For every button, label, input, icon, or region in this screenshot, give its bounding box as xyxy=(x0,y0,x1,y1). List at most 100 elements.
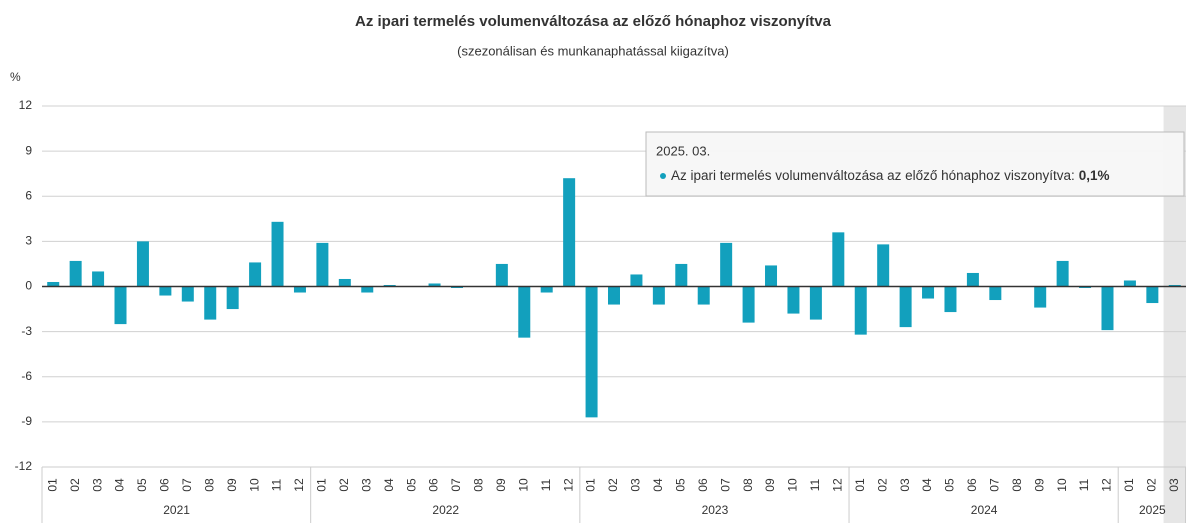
tooltip-text: Az ipari termelés volumenváltozása az el… xyxy=(671,168,1110,183)
x-tick-label: 11 xyxy=(808,478,822,491)
x-tick-label: 03 xyxy=(898,478,912,492)
x-tick-label: 10 xyxy=(786,478,800,492)
y-axis-label: % xyxy=(10,70,21,84)
y-tick-label: -3 xyxy=(21,324,32,338)
x-tick-label: 07 xyxy=(718,478,732,492)
bar xyxy=(944,286,957,313)
x-tick-label: 03 xyxy=(359,478,373,492)
x-tick-label: 12 xyxy=(830,478,844,492)
tooltip-box xyxy=(645,131,1185,197)
bar xyxy=(877,244,890,287)
x-tick-label: 07 xyxy=(988,478,1002,492)
y-tick-label: 6 xyxy=(25,188,32,202)
bar xyxy=(338,278,351,287)
x-tick-label: 01 xyxy=(45,478,59,492)
chart-subtitle: (szezonálisan és munkanaphatással kiigaz… xyxy=(457,43,729,58)
bar xyxy=(854,286,867,335)
x-tick-label: 08 xyxy=(741,478,755,492)
x-tick-label: 02 xyxy=(1145,478,1159,492)
bar xyxy=(1123,280,1136,287)
x-tick-label: 11 xyxy=(270,478,284,491)
bar xyxy=(1056,260,1069,287)
bar xyxy=(316,242,329,287)
bar xyxy=(787,286,800,314)
bar xyxy=(383,284,396,287)
x-tick-label: 08 xyxy=(1010,478,1024,492)
x-tick-label: 01 xyxy=(315,478,329,492)
x-tick-label: 06 xyxy=(427,478,441,492)
bar xyxy=(69,260,82,287)
tooltip-heading: 2025. 03. xyxy=(656,143,710,158)
x-tick-label: 01 xyxy=(1122,478,1136,492)
x-tick-label: 05 xyxy=(943,478,957,492)
bar xyxy=(675,263,688,287)
bar xyxy=(697,286,710,305)
bar xyxy=(720,242,733,287)
y-tick-label: 12 xyxy=(19,98,33,112)
x-tick-label: 04 xyxy=(920,478,934,492)
x-tick-label: 08 xyxy=(472,478,486,492)
bar xyxy=(47,281,60,287)
x-tick-label: 03 xyxy=(1167,478,1181,492)
x-group-label: 2022 xyxy=(432,503,459,517)
bar xyxy=(966,272,979,287)
bar xyxy=(450,286,463,289)
x-tick-label: 09 xyxy=(225,478,239,492)
x-tick-label: 11 xyxy=(1077,478,1091,491)
bar xyxy=(181,286,194,302)
chart-title: Az ipari termelés volumenváltozása az el… xyxy=(355,13,832,30)
bar xyxy=(1146,286,1159,304)
y-tick-label: -9 xyxy=(21,414,32,428)
x-tick-label: 07 xyxy=(180,478,194,492)
bar xyxy=(114,286,127,325)
x-tick-label: 01 xyxy=(584,478,598,492)
x-tick-label: 04 xyxy=(651,478,665,492)
x-tick-label: 10 xyxy=(247,478,261,492)
y-tick-label: 9 xyxy=(25,143,32,157)
tooltip: 2025. 03. Az ipari termelés volumenváltoz… xyxy=(645,131,1185,197)
x-tick-label: 06 xyxy=(965,478,979,492)
bar xyxy=(136,241,149,287)
bar xyxy=(1101,286,1114,331)
bar xyxy=(742,286,755,323)
x-tick-label: 03 xyxy=(90,478,104,492)
x-group-label: 2025 xyxy=(1139,503,1166,517)
x-tick-label: 09 xyxy=(494,478,508,492)
bar xyxy=(226,286,239,310)
x-tick-label: 08 xyxy=(202,478,216,492)
hover-band xyxy=(1163,106,1186,523)
x-tick-label: 11 xyxy=(539,478,553,491)
bar xyxy=(608,286,620,305)
bar xyxy=(428,283,441,287)
x-tick-label: 07 xyxy=(449,478,463,492)
x-tick-label: 05 xyxy=(673,478,687,492)
bar xyxy=(159,286,172,296)
bar xyxy=(765,265,778,287)
tooltip-dot xyxy=(660,173,666,179)
y-tick-label: -12 xyxy=(15,459,33,473)
x-tick-label: 04 xyxy=(382,478,396,492)
tooltip-series: Az ipari termelés volumenváltozása az el… xyxy=(671,168,1075,183)
bar xyxy=(989,286,1002,301)
bar xyxy=(630,274,643,287)
x-group-label: 2024 xyxy=(971,503,998,517)
x-tick-label: 02 xyxy=(606,478,620,492)
bar xyxy=(922,286,935,299)
x-tick-label: 02 xyxy=(68,478,82,492)
x-tick-label: 09 xyxy=(1032,478,1046,492)
x-tick-label: 01 xyxy=(853,478,867,492)
x-tick-label: 09 xyxy=(763,478,777,492)
bar xyxy=(809,286,822,320)
x-tick-label: 10 xyxy=(1055,478,1069,492)
y-tick-label: 0 xyxy=(25,279,32,293)
x-tick-label: 03 xyxy=(629,478,643,492)
bar xyxy=(293,286,306,293)
x-tick-label: 06 xyxy=(696,478,710,492)
x-tick-label: 06 xyxy=(158,478,172,492)
x-tick-label: 02 xyxy=(875,478,889,492)
tooltip-value: 0,1% xyxy=(1079,168,1110,183)
bar xyxy=(249,262,262,287)
bar xyxy=(563,178,576,287)
bar xyxy=(495,263,508,287)
